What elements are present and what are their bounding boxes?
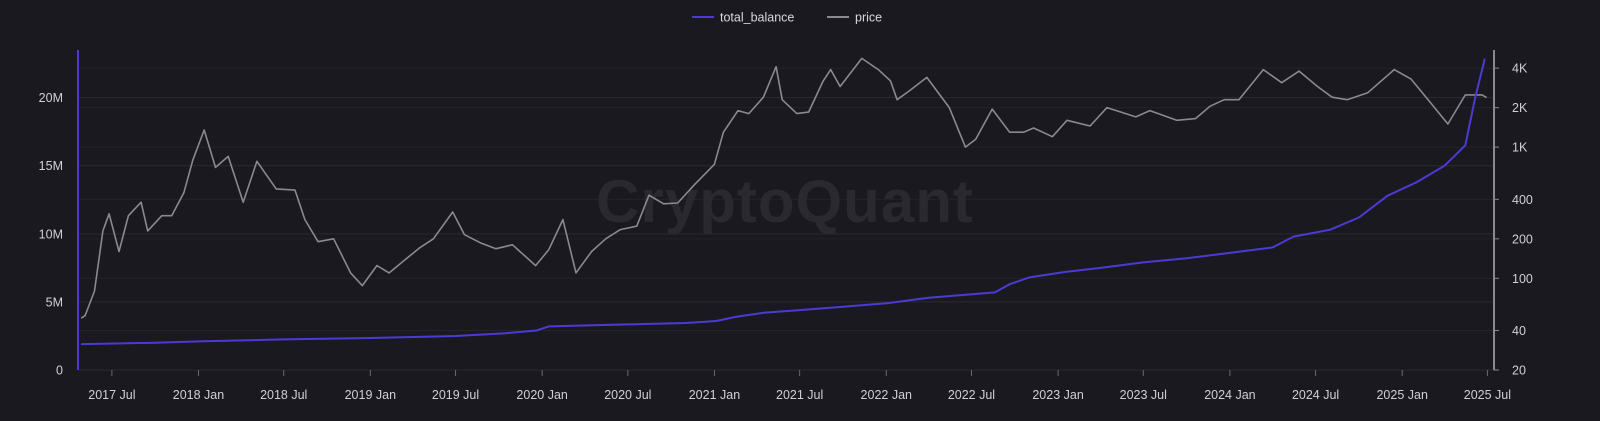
x-tick-label: 2018 Jan — [173, 388, 224, 402]
legend-label: total_balance — [720, 11, 794, 25]
y-left-tick-label: 15M — [39, 159, 63, 173]
legend-label: price — [855, 11, 882, 25]
series-line-total-balance — [80, 58, 1486, 346]
x-tick-label: 2022 Jan — [861, 388, 912, 402]
x-tick-label: 2018 Jul — [260, 388, 307, 402]
y-right-tick-label: 40 — [1512, 324, 1526, 338]
x-tick-label: 2020 Jan — [516, 388, 567, 402]
y-left-tick-label: 20M — [39, 91, 63, 105]
y-right-tick-label: 400 — [1512, 193, 1533, 207]
legend[interactable]: total_balance price — [692, 11, 882, 25]
y-right-tick-label: 1K — [1512, 141, 1528, 155]
legend-item-total-balance[interactable]: total_balance — [692, 11, 794, 25]
watermark: CryptoQuant — [596, 168, 974, 235]
x-tick-label: 2019 Jan — [345, 388, 396, 402]
x-tick-label: 2024 Jul — [1292, 388, 1339, 402]
y-left-tick-label: 5M — [46, 295, 63, 309]
y-left-tick-label: 0 — [56, 364, 63, 378]
x-tick-label: 2023 Jan — [1032, 388, 1083, 402]
x-tick-label: 2021 Jan — [689, 388, 740, 402]
x-tick-label: 2020 Jul — [604, 388, 651, 402]
x-tick-label: 2017 Jul — [88, 388, 135, 402]
axes: 0 5M 10M 15M 20M 20 40 100 200 400 1K 2K 4K 2017 Jul 2… — [39, 50, 1533, 402]
x-tick-label: 2021 Jul — [776, 388, 823, 402]
x-tick-label: 2022 Jul — [948, 388, 995, 402]
y-right-tick-label: 20 — [1512, 364, 1526, 378]
y-right-tick-label: 4K — [1512, 62, 1528, 76]
x-tick-label: 2025 Jul — [1464, 388, 1511, 402]
series-line-price — [81, 57, 1487, 319]
y-left-tick-label: 10M — [39, 227, 63, 241]
x-tick-label: 2025 Jan — [1376, 388, 1427, 402]
y-right-tick-label: 2K — [1512, 101, 1528, 115]
legend-item-price[interactable]: price — [827, 11, 882, 25]
x-tick-label: 2019 Jul — [432, 388, 479, 402]
y-right-tick-label: 100 — [1512, 272, 1533, 286]
series-layer — [80, 57, 1487, 346]
y-right-tick-label: 200 — [1512, 232, 1533, 246]
x-tick-label: 2024 Jan — [1204, 388, 1255, 402]
x-tick-label: 2023 Jul — [1120, 388, 1167, 402]
